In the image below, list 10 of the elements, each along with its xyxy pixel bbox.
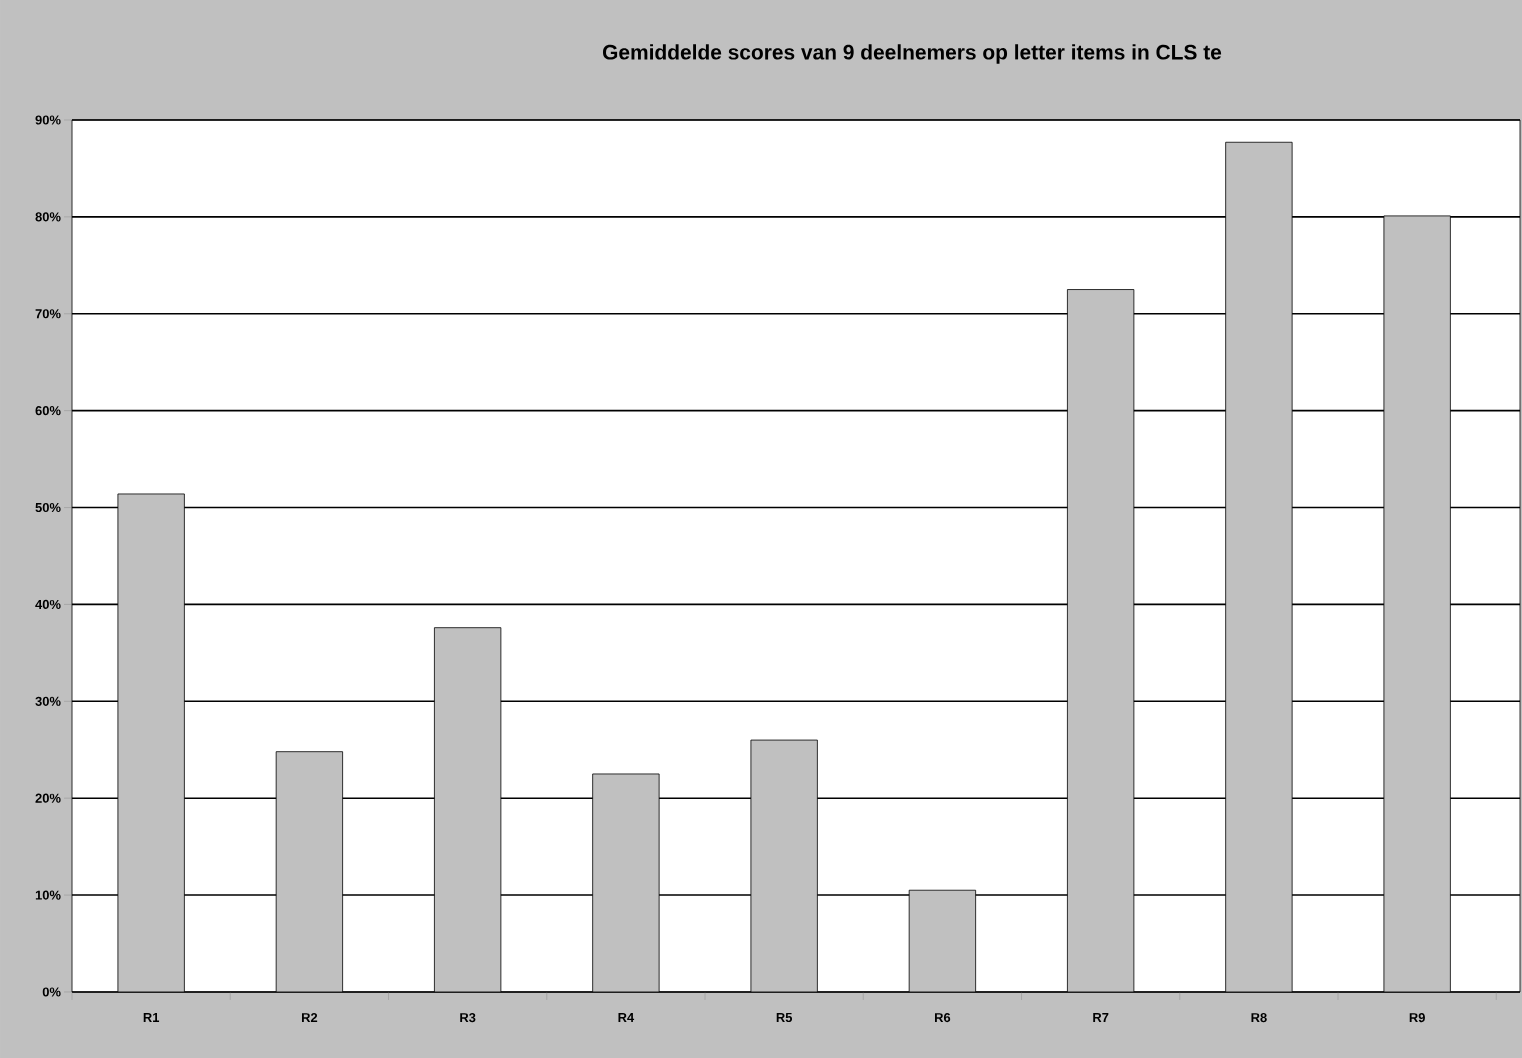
bar [434,627,502,992]
bar [117,493,185,992]
bar [1067,289,1135,992]
chart-title: Gemiddelde scores van 9 deelnemers op letter items in CLS te [602,44,1222,64]
bar [1225,141,1293,992]
bar [908,889,977,992]
bar [275,751,344,992]
bar [1383,215,1451,992]
bar [750,739,818,992]
bar [592,773,660,992]
